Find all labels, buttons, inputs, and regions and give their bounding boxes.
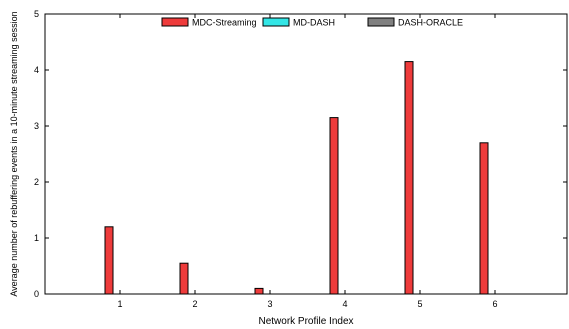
bar-mdc-streaming-2 bbox=[179, 262, 189, 295]
x-tick-label: 5 bbox=[417, 299, 422, 309]
x-tick-label: 3 bbox=[267, 299, 272, 309]
y-axis-label: Average number of rebuffering events in … bbox=[9, 11, 19, 296]
legend: MDC-Streaming MD-DASH DASH-ORACLE bbox=[161, 17, 463, 28]
x-tick-label: 6 bbox=[492, 299, 497, 309]
y-tick-label: 0 bbox=[34, 289, 39, 299]
bar-mdc-streaming-4 bbox=[329, 117, 339, 295]
x-tick-label: 4 bbox=[342, 299, 347, 309]
bar-mdc-streaming-3 bbox=[254, 287, 264, 295]
x-axis-label: Network Profile Index bbox=[258, 316, 353, 327]
legend-label: MDC-Streaming bbox=[192, 18, 257, 28]
legend-swatch bbox=[161, 17, 189, 27]
bar-mdc-streaming-5 bbox=[404, 61, 414, 295]
bar-mdc-streaming-6 bbox=[479, 142, 489, 295]
bars bbox=[104, 61, 489, 295]
axis-ticks: 0 1 2 3 4 5 1 2 3 4 5 6 bbox=[34, 9, 567, 309]
legend-label: MD-DASH bbox=[293, 18, 335, 28]
y-tick-label: 5 bbox=[34, 9, 39, 19]
legend-swatch bbox=[367, 17, 395, 27]
y-tick-label: 3 bbox=[34, 121, 39, 131]
y-tick-label: 1 bbox=[34, 233, 39, 243]
legend-swatch bbox=[262, 17, 290, 27]
legend-label: DASH-ORACLE bbox=[398, 18, 463, 28]
plot-frame bbox=[44, 13, 568, 295]
y-tick-label: 2 bbox=[34, 177, 39, 187]
y-tick-label: 4 bbox=[34, 65, 39, 75]
x-tick-label: 2 bbox=[192, 299, 197, 309]
bar-mdc-streaming-1 bbox=[104, 226, 114, 295]
x-tick-label: 1 bbox=[117, 299, 122, 309]
